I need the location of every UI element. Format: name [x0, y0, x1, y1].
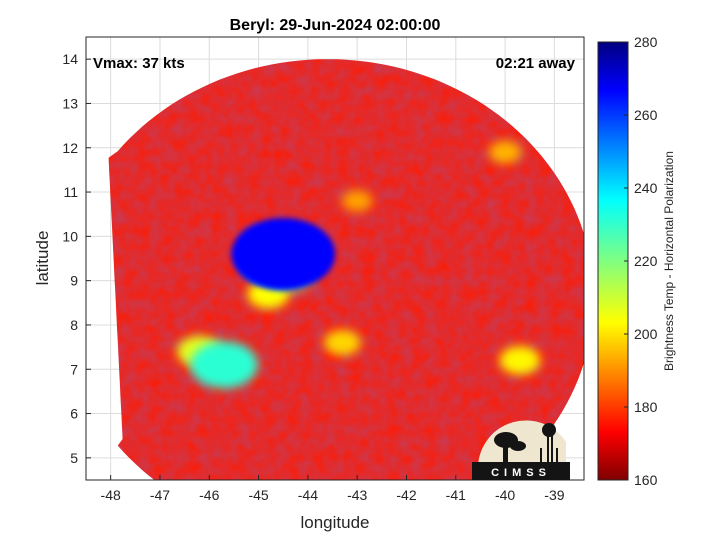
microwave-swath [108, 59, 584, 480]
colorbar-tick-label: 240 [634, 180, 658, 196]
heatmap-feature [499, 346, 541, 375]
colorbar-tick-label: 260 [634, 107, 658, 123]
heatmap-feature [488, 140, 522, 164]
colorbar-ticks: 160 180 200 220 240 260 280 [624, 34, 658, 488]
y-axis: 5 6 7 8 9 10 11 12 13 14 [62, 51, 91, 466]
axes-box [85, 36, 585, 481]
y-tick-label: 10 [62, 228, 78, 244]
cimss-logo-text: CIMSS [491, 467, 551, 479]
y-tick-label: 12 [62, 140, 78, 156]
x-tick-label: -42 [396, 487, 416, 503]
y-tick-label: 5 [70, 450, 78, 466]
x-tick-label: -46 [199, 487, 219, 503]
swath-texture [108, 59, 584, 480]
colorbar-tick-label: 220 [634, 253, 658, 269]
y-tick-label: 6 [70, 406, 78, 422]
colorbar-tick-label: 200 [634, 326, 658, 342]
x-tick-label: -48 [101, 487, 121, 503]
x-tick-label: -47 [150, 487, 170, 503]
chart-title: Beryl: 29-Jun-2024 02:00:00 [230, 17, 441, 34]
y-tick-label: 8 [70, 317, 78, 333]
time-away-annotation: 02:21 away [496, 55, 576, 72]
y-tick-label: 11 [63, 184, 78, 200]
y-axis-label: latitude [33, 231, 52, 286]
colorbar-tick-label: 280 [634, 34, 658, 50]
cimss-logo: CIMSS [472, 420, 570, 480]
heatmap-feature [342, 190, 373, 212]
x-tick-label: -39 [544, 487, 564, 503]
y-tick-label: 7 [70, 361, 78, 377]
x-tick-label: -40 [495, 487, 515, 503]
x-axis: -48 -47 -46 -45 -44 -43 -42 -41 -40 -39 [101, 475, 565, 503]
colorbar-tick-label: 160 [634, 472, 658, 488]
x-tick-label: -44 [298, 487, 318, 503]
colorbar [597, 41, 629, 481]
colorbar-tick-label: 180 [634, 399, 658, 415]
x-tick-label: -43 [347, 487, 367, 503]
heatmap-feature [324, 329, 361, 356]
y-tick-label: 9 [70, 273, 78, 289]
x-tick-label: -41 [446, 487, 466, 503]
colorbar-label: Brightness Temp - Horizontal Polarizatio… [662, 151, 676, 371]
x-tick-label: -45 [248, 487, 268, 503]
vmax-annotation: Vmax: 37 kts [93, 55, 185, 72]
y-tick-label: 14 [62, 51, 78, 67]
y-tick-label: 13 [62, 95, 78, 111]
heatmap-feature [231, 217, 336, 291]
heatmap-feature [190, 341, 258, 389]
x-axis-label: longitude [300, 513, 369, 532]
